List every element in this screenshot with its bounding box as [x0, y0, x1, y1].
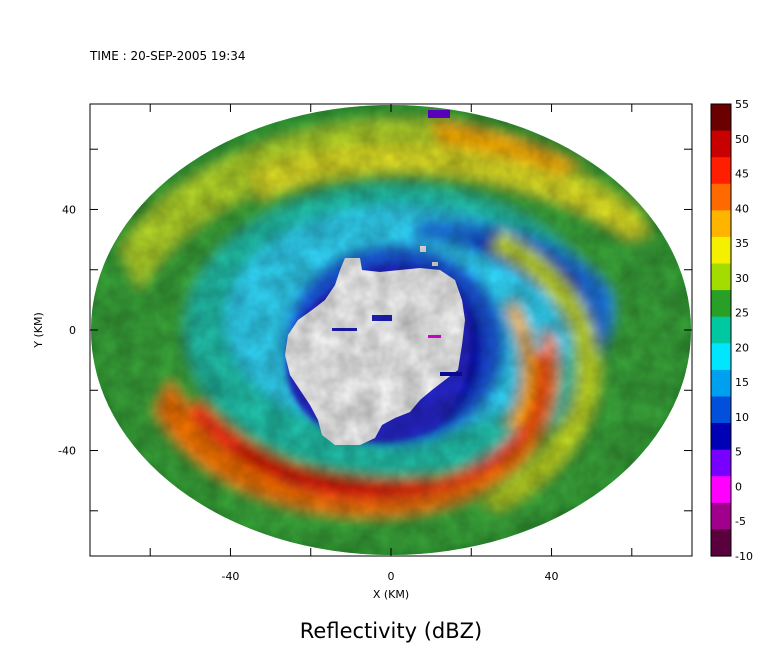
colorbar-tick-label: 10: [735, 411, 749, 424]
colorbar-swatch: [711, 183, 731, 211]
colorbar-swatch: [711, 396, 731, 424]
colorbar-swatch: [711, 236, 731, 265]
colorbar-tick-label: 20: [735, 341, 749, 354]
colorbar-swatch: [711, 343, 731, 371]
colorbar-swatch: [711, 316, 731, 344]
colorbar-tick-label: 55: [735, 98, 749, 111]
chart-title: Reflectivity (dBZ): [300, 619, 482, 643]
y-tick-label: 0: [69, 324, 76, 337]
radar-field: [91, 105, 691, 555]
colorbar-tick-label: 0: [735, 480, 742, 493]
colorbar-frame: [710, 103, 732, 557]
colorbar-tick-label: 5: [735, 446, 742, 459]
y-tick-label: -40: [58, 445, 76, 458]
colorbar-swatch: [711, 104, 731, 132]
colorbar-swatch: [711, 529, 731, 557]
colorbar-swatch: [711, 263, 731, 291]
y-axis-label: Y (KM): [32, 312, 45, 349]
y-tick-label: 40: [62, 203, 76, 216]
colorbar-tick-label: 25: [735, 307, 749, 320]
colorbar-swatch: [711, 449, 731, 477]
colorbar-tick-label: -5: [735, 515, 746, 528]
colorbar-swatch: [711, 502, 731, 531]
colorbar-tick-label: 15: [735, 376, 749, 389]
colorbar-swatch: [711, 157, 731, 185]
colorbar-tick-label: -10: [735, 550, 753, 563]
x-tick-label: -40: [221, 570, 239, 583]
axes: -40 0 40 40 0 -40: [58, 104, 692, 583]
x-tick-label: 40: [545, 570, 559, 583]
colorbar-tick-label: 40: [735, 202, 749, 215]
x-axis-label: X (KM): [373, 588, 409, 601]
colorbar-swatch: [711, 210, 731, 238]
colorbar-swatch: [711, 130, 731, 158]
colorbar-swatch: [711, 476, 731, 504]
colorbar-swatch: [711, 423, 731, 451]
colorbar-swatch: [711, 290, 731, 318]
colorbar-tick-label: 30: [735, 272, 749, 285]
colorbar-tick-label: 45: [735, 168, 749, 181]
colorbar-tick-label: 50: [735, 133, 749, 146]
time-label: TIME : 20-SEP-2005 19:34: [89, 49, 246, 63]
colorbar-swatch: [711, 369, 731, 398]
x-tick-label: 0: [388, 570, 395, 583]
colorbar-tick-label: 35: [735, 237, 749, 250]
